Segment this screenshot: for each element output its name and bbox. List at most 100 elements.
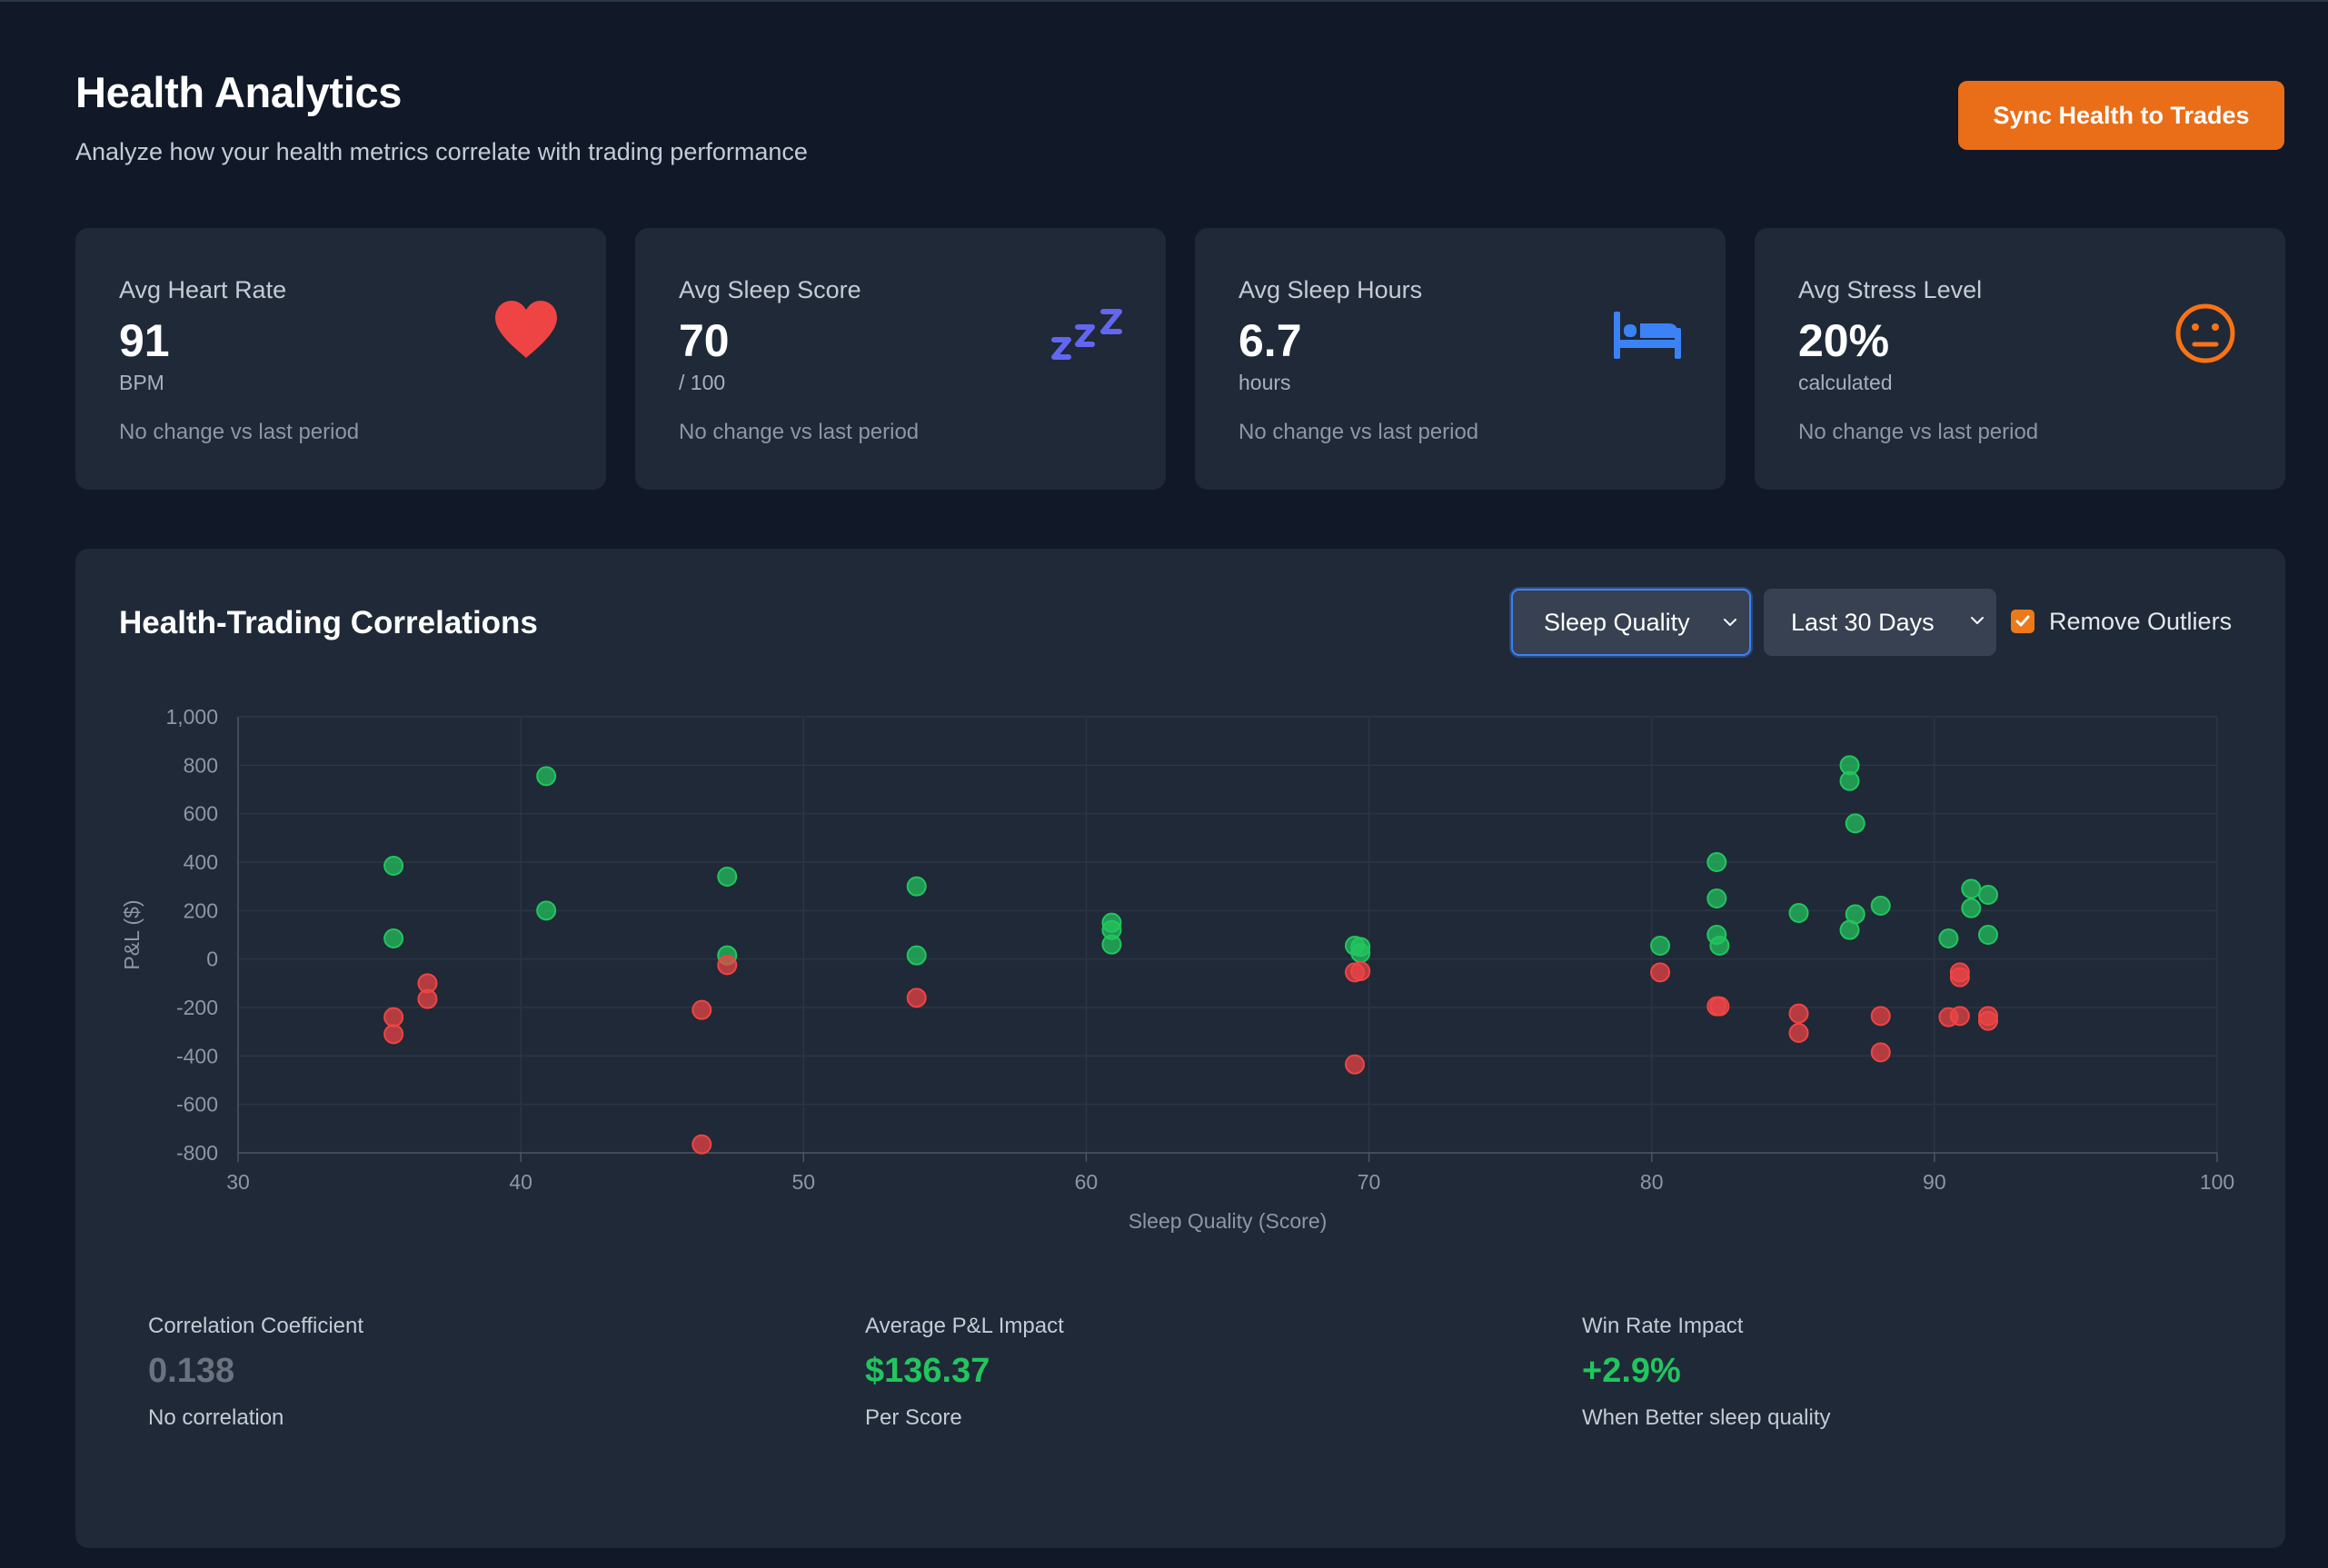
neutral-face-icon [2175, 303, 2235, 363]
card-change: No change vs last period [679, 420, 920, 444]
period-select-value: Last 30 Days [1791, 608, 1935, 636]
metric-select[interactable]: Sleep Quality [1511, 589, 1751, 656]
sleep-zzz-icon [1051, 309, 1122, 360]
card-change: No change vs last period [119, 420, 360, 444]
chart-points [383, 755, 1998, 1155]
stress-level-card: Avg Stress Level 20% calculated No chang… [1755, 228, 2285, 490]
profit-point[interactable] [383, 928, 404, 948]
profit-point[interactable] [1839, 770, 1860, 791]
chart-ticks: 1,000 800 600 400 200 0 -200 -400 -600 -800 30 40 50… [165, 705, 2234, 1194]
profit-point[interactable] [906, 876, 927, 897]
card-value: 70 [679, 315, 730, 366]
stat-label: Average P&L Impact [865, 1314, 1064, 1338]
profit-point[interactable] [1961, 898, 1982, 918]
correlation-scatter-chart: 1,000 800 600 400 200 0 -200 -400 -600 -800 30 40 50… [120, 705, 2234, 1233]
loss-point[interactable] [691, 1134, 712, 1155]
profit-point[interactable] [1845, 813, 1865, 834]
loss-point[interactable] [1345, 1054, 1366, 1075]
bed-icon [1614, 312, 1681, 359]
heart-rate-card: Avg Heart Rate 91 BPM No change vs last … [75, 228, 606, 490]
card-value: 20% [1798, 315, 1890, 366]
profit-point[interactable] [1839, 919, 1860, 940]
loss-point[interactable] [383, 1007, 404, 1027]
profit-point[interactable] [1706, 888, 1727, 908]
profit-point[interactable] [536, 766, 557, 787]
loss-point[interactable] [417, 988, 438, 1009]
card-label: Avg Sleep Score [679, 276, 861, 303]
loss-point[interactable] [1977, 1010, 1998, 1031]
x-tick-label: 30 [226, 1170, 250, 1194]
x-tick-label: 50 [791, 1170, 815, 1194]
loss-point[interactable] [1650, 962, 1671, 983]
profit-point[interactable] [1870, 896, 1891, 916]
x-tick-label: 80 [1640, 1170, 1664, 1194]
card-label: Avg Stress Level [1798, 276, 1983, 303]
loss-point[interactable] [1949, 967, 1970, 987]
profit-point[interactable] [1709, 936, 1730, 956]
correlations-panel: Health-Trading Correlations Sleep Qualit… [75, 549, 2285, 1548]
period-select[interactable]: Last 30 Days [1764, 589, 1996, 656]
correlations-title: Health-Trading Correlations [119, 605, 538, 640]
win-rate-impact-stat: Win Rate Impact +2.9% When Better sleep … [1582, 1314, 1830, 1431]
profit-point[interactable] [1788, 903, 1809, 923]
loss-point[interactable] [717, 955, 738, 976]
profit-point[interactable] [906, 945, 927, 966]
stat-value: +2.9% [1582, 1352, 1681, 1390]
x-tick-label: 70 [1358, 1170, 1381, 1194]
y-tick-label: 200 [184, 898, 218, 922]
stat-desc: When Better sleep quality [1582, 1405, 1831, 1430]
page-subtitle: Analyze how your health metrics correlat… [75, 138, 808, 165]
card-unit: BPM [119, 371, 164, 394]
card-change: No change vs last period [1239, 420, 1479, 444]
card-unit: hours [1239, 371, 1291, 394]
profit-point[interactable] [1706, 852, 1727, 872]
x-axis-label: Sleep Quality (Score) [1129, 1209, 1328, 1233]
stat-value: 0.138 [148, 1352, 235, 1390]
chevron-down-icon [1724, 619, 1736, 626]
profit-point[interactable] [536, 900, 557, 921]
sync-health-button[interactable]: Sync Health to Trades [1958, 81, 2284, 150]
profit-point[interactable] [1977, 885, 1998, 905]
y-tick-label: -800 [176, 1141, 218, 1165]
loss-point[interactable] [1788, 1003, 1809, 1024]
loss-point[interactable] [383, 1024, 404, 1045]
y-tick-label: 800 [184, 753, 218, 777]
loss-point[interactable] [906, 987, 927, 1008]
card-unit: calculated [1798, 371, 1893, 394]
stat-label: Correlation Coefficient [148, 1314, 364, 1338]
y-tick-label: 600 [184, 802, 218, 826]
y-tick-label: -200 [176, 996, 218, 1019]
stat-label: Win Rate Impact [1582, 1314, 1744, 1338]
loss-point[interactable] [1709, 996, 1730, 1017]
y-tick-label: 0 [206, 948, 218, 971]
profit-point[interactable] [1350, 943, 1371, 963]
stat-value: $136.37 [865, 1352, 990, 1390]
profit-point[interactable] [1938, 928, 1959, 948]
profit-point[interactable] [1650, 936, 1671, 956]
page-title: Health Analytics [75, 68, 403, 116]
y-tick-label: 1,000 [165, 705, 218, 729]
chevron-down-icon [1971, 617, 1984, 624]
card-change: No change vs last period [1798, 420, 2039, 444]
profit-point[interactable] [1101, 934, 1122, 955]
stat-desc: No correlation [148, 1405, 284, 1430]
loss-point[interactable] [1870, 1042, 1891, 1063]
loss-point[interactable] [691, 999, 712, 1020]
loss-point[interactable] [1870, 1006, 1891, 1027]
x-tick-label: 40 [509, 1170, 532, 1194]
stat-desc: Per Score [865, 1405, 962, 1430]
profit-point[interactable] [717, 867, 738, 887]
remove-outliers-checkbox[interactable] [2011, 610, 2035, 633]
loss-point[interactable] [1350, 961, 1371, 981]
pnl-impact-stat: Average P&L Impact $136.37 Per Score [865, 1314, 1064, 1431]
profit-point[interactable] [1977, 925, 1998, 945]
profit-point[interactable] [1961, 878, 1982, 899]
card-label: Avg Sleep Hours [1239, 276, 1423, 303]
remove-outliers-toggle[interactable]: Remove Outliers [2011, 603, 2232, 640]
correlation-coefficient-stat: Correlation Coefficient 0.138 No correla… [148, 1314, 363, 1431]
loss-point[interactable] [1788, 1023, 1809, 1043]
x-tick-label: 90 [1923, 1170, 1946, 1194]
loss-point[interactable] [1949, 1006, 1970, 1027]
profit-point[interactable] [383, 856, 404, 876]
metric-select-value: Sleep Quality [1544, 608, 1690, 636]
